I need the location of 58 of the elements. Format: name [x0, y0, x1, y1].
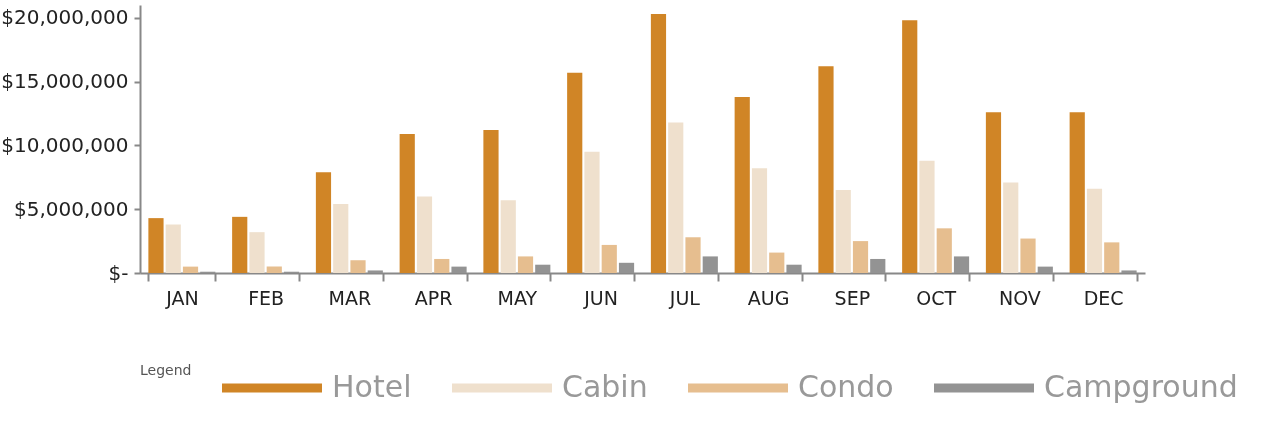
- bar: [852, 241, 869, 273]
- bar: [182, 266, 199, 273]
- bar: [936, 228, 952, 273]
- x-tick-label: OCT: [916, 286, 957, 309]
- bar: [165, 224, 181, 273]
- bar: [249, 232, 265, 273]
- bar: [650, 13, 667, 273]
- bar: [315, 172, 332, 273]
- bar: [818, 66, 834, 273]
- bar: [416, 196, 433, 273]
- bar: [1086, 188, 1103, 273]
- x-tick-label: JAN: [165, 286, 199, 309]
- bar: [333, 204, 349, 273]
- bar: [148, 218, 164, 273]
- bar: [584, 151, 600, 273]
- x-tick-label: JUL: [668, 286, 701, 309]
- bar: [567, 72, 583, 273]
- legend-label: Hotel: [332, 369, 412, 404]
- bar: [734, 96, 750, 273]
- x-tick-label: AUG: [747, 286, 790, 309]
- bar: [1069, 112, 1085, 273]
- legend-title: Legend: [140, 362, 192, 378]
- bar: [601, 244, 617, 273]
- bar: [500, 200, 516, 273]
- legend-label: Condo: [798, 369, 894, 404]
- bar: [399, 133, 415, 273]
- bar: [835, 190, 851, 273]
- bar: [517, 256, 534, 273]
- bar: [919, 160, 935, 273]
- bar: [1003, 182, 1019, 273]
- x-tick-label: DEC: [1083, 286, 1124, 309]
- bar: [266, 266, 282, 273]
- bar: [902, 20, 918, 273]
- y-tick-label: $20,000,000: [1, 5, 129, 30]
- bar: [483, 130, 499, 273]
- legend-label: Campground: [1044, 369, 1238, 404]
- bar: [685, 237, 701, 273]
- bar: [434, 258, 450, 273]
- x-tick-label: MAR: [328, 286, 372, 309]
- x-tick-label: APR: [414, 286, 453, 309]
- bar: [668, 122, 684, 273]
- x-tick-label: MAY: [497, 286, 538, 309]
- bar: [985, 112, 1002, 273]
- y-tick-label: $15,000,000: [1, 69, 129, 94]
- x-tick-label: JUN: [583, 286, 618, 309]
- bar: [1104, 242, 1120, 273]
- y-tick-label: $5,000,000: [13, 196, 129, 221]
- bar: [1020, 238, 1036, 273]
- y-tick-label: $-: [108, 260, 129, 285]
- bar: [751, 168, 768, 273]
- x-tick-label: SEP: [834, 286, 871, 309]
- legend-label: Cabin: [562, 369, 648, 404]
- bar: [232, 216, 248, 273]
- y-tick-label: $10,000,000: [1, 132, 129, 157]
- x-tick-label: FEB: [248, 286, 285, 309]
- bar: [769, 252, 785, 273]
- x-tick-label: NOV: [998, 286, 1041, 309]
- bar: [350, 260, 366, 273]
